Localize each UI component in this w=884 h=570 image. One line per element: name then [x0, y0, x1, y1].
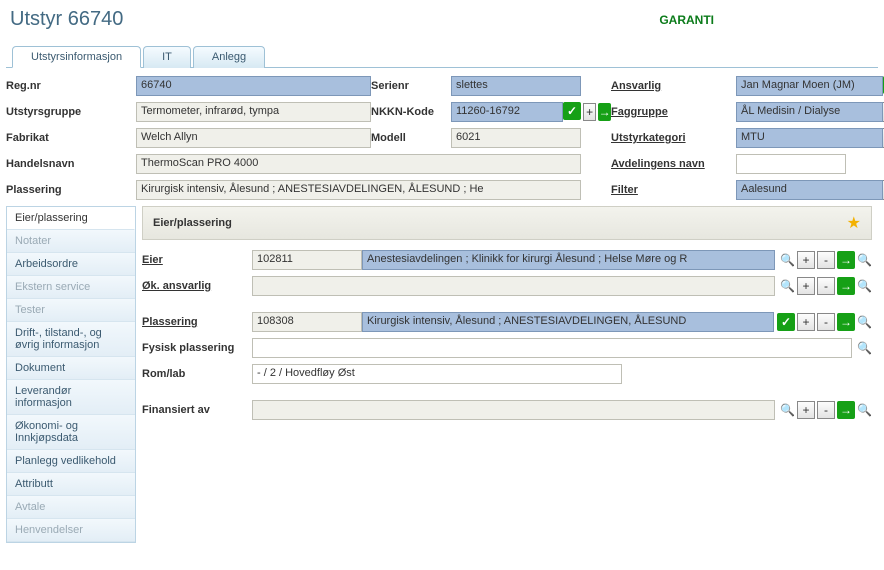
sidebar-item-drift[interactable]: Drift-, tilstand-, og øvrig informasjon: [7, 322, 135, 357]
sidebar: Eier/plassering Notater Arbeidsordre Eks…: [6, 206, 136, 543]
field-plassering-top[interactable]: Kirurgisk intensiv, Ålesund ; ANESTESIAV…: [136, 180, 581, 200]
field-avdnavn[interactable]: [736, 154, 846, 174]
label-romlab: Rom/lab: [142, 368, 252, 380]
label-okansvarlig[interactable]: Øk. ansvarlig: [142, 280, 252, 292]
search-icon[interactable]: 🔍: [857, 279, 872, 293]
check-icon: [777, 313, 795, 331]
sidebar-item-attributt[interactable]: Attributt: [7, 473, 135, 496]
field-finansiert[interactable]: [252, 400, 775, 420]
label-fabrikat: Fabrikat: [6, 132, 136, 144]
minus-button[interactable]: -: [817, 277, 835, 295]
minus-button[interactable]: -: [817, 313, 835, 331]
garanti-label: GARANTI: [659, 13, 714, 27]
sidebar-item-tester[interactable]: Tester: [7, 299, 135, 322]
label-plassering: Plassering: [6, 184, 136, 196]
goto-button[interactable]: [837, 401, 855, 419]
sidebar-item-leverandor[interactable]: Leverandør informasjon: [7, 380, 135, 415]
label-modell: Modell: [371, 132, 451, 144]
field-handelsnavn[interactable]: ThermoScan PRO 4000: [136, 154, 581, 174]
field-plass-code[interactable]: 108308: [252, 312, 362, 332]
plus-button[interactable]: +: [797, 313, 815, 331]
label-utstyrkategori[interactable]: Utstyrkategori: [611, 132, 736, 144]
label-nkkn: NKKN-Kode: [371, 106, 451, 118]
label-handelsnavn: Handelsnavn: [6, 158, 136, 170]
tab-bar: Utstyrsinformasjon IT Anlegg: [6, 45, 878, 68]
detail-title: Eier/plassering: [153, 217, 232, 229]
field-fabrikat[interactable]: Welch Allyn: [136, 128, 371, 148]
minus-button[interactable]: -: [817, 401, 835, 419]
sidebar-item-eier[interactable]: Eier/plassering: [7, 207, 135, 230]
field-nkkn[interactable]: 11260-16792: [451, 102, 563, 122]
label-avdnavn[interactable]: Avdelingens navn: [611, 158, 736, 170]
goto-button[interactable]: [598, 103, 611, 121]
label-fysisk: Fysisk plassering: [142, 342, 252, 354]
label-serienr: Serienr: [371, 80, 451, 92]
sidebar-item-planlegg[interactable]: Planlegg vedlikehold: [7, 450, 135, 473]
search-icon[interactable]: 🔍: [780, 253, 795, 267]
field-ansvarlig[interactable]: Jan Magnar Moen (JM): [736, 76, 883, 96]
search-icon[interactable]: 🔍: [780, 403, 795, 417]
field-faggruppe[interactable]: ÅL Medisin / Dialyse: [736, 102, 883, 122]
label-eier[interactable]: Eier: [142, 254, 252, 266]
label-utstyrsgruppe: Utstyrsgruppe: [6, 106, 136, 118]
sidebar-item-ekstern[interactable]: Ekstern service: [7, 276, 135, 299]
plus-button[interactable]: +: [583, 103, 596, 121]
tab-anlegg[interactable]: Anlegg: [193, 46, 265, 68]
field-okansvarlig[interactable]: [252, 276, 775, 296]
label-plassering[interactable]: Plassering: [142, 316, 252, 328]
sidebar-item-avtale[interactable]: Avtale: [7, 496, 135, 519]
search-icon[interactable]: 🔍: [857, 253, 872, 267]
search-icon[interactable]: 🔍: [780, 279, 795, 293]
tab-utstyrsinformasjon[interactable]: Utstyrsinformasjon: [12, 46, 141, 68]
label-regnr: Reg.nr: [6, 80, 136, 92]
sidebar-item-dokument[interactable]: Dokument: [7, 357, 135, 380]
field-modell[interactable]: 6021: [451, 128, 581, 148]
field-serienr[interactable]: slettes: [451, 76, 581, 96]
goto-button[interactable]: [837, 313, 855, 331]
check-icon: [563, 102, 581, 120]
star-icon[interactable]: ★: [847, 213, 861, 233]
search-icon[interactable]: 🔍: [857, 315, 872, 329]
detail-panel: Eier/plassering ★ Eier 102811 Anestesiav…: [136, 206, 878, 543]
field-utstyrkategori[interactable]: MTU: [736, 128, 883, 148]
form-area: Reg.nr 66740 Serienr slettes Ansvarlig J…: [6, 76, 878, 200]
label-ansvarlig[interactable]: Ansvarlig: [611, 80, 736, 92]
page-title: Utstyr 66740: [10, 8, 123, 31]
label-faggruppe[interactable]: Faggruppe: [611, 106, 736, 118]
sidebar-item-henvendelser[interactable]: Henvendelser: [7, 519, 135, 542]
field-plass-text[interactable]: Kirurgisk intensiv, Ålesund ; ANESTESIAV…: [362, 312, 774, 332]
sidebar-item-arbeidsordre[interactable]: Arbeidsordre: [7, 253, 135, 276]
field-eier-text[interactable]: Anestesiavdelingen ; Klinikk for kirurgi…: [362, 250, 775, 270]
label-finansiert: Finansiert av: [142, 404, 252, 416]
field-regnr[interactable]: 66740: [136, 76, 371, 96]
field-romlab[interactable]: - / 2 / Hovedfløy Øst: [252, 364, 622, 384]
search-icon[interactable]: 🔍: [857, 403, 872, 417]
label-filter[interactable]: Filter: [611, 184, 736, 196]
plus-button[interactable]: +: [797, 251, 815, 269]
search-icon[interactable]: 🔍: [857, 341, 872, 355]
plus-button[interactable]: +: [797, 401, 815, 419]
field-utstyrsgruppe[interactable]: Termometer, infrarød, tympa: [136, 102, 371, 122]
minus-button[interactable]: -: [817, 251, 835, 269]
sidebar-item-notater[interactable]: Notater: [7, 230, 135, 253]
field-fysisk[interactable]: [252, 338, 852, 358]
field-filter[interactable]: Aalesund: [736, 180, 883, 200]
goto-button[interactable]: [837, 251, 855, 269]
field-eier-code[interactable]: 102811: [252, 250, 362, 270]
sidebar-item-okonomi[interactable]: Økonomi- og Innkjøpsdata: [7, 415, 135, 450]
goto-button[interactable]: [837, 277, 855, 295]
tab-it[interactable]: IT: [143, 46, 191, 68]
plus-button[interactable]: +: [797, 277, 815, 295]
